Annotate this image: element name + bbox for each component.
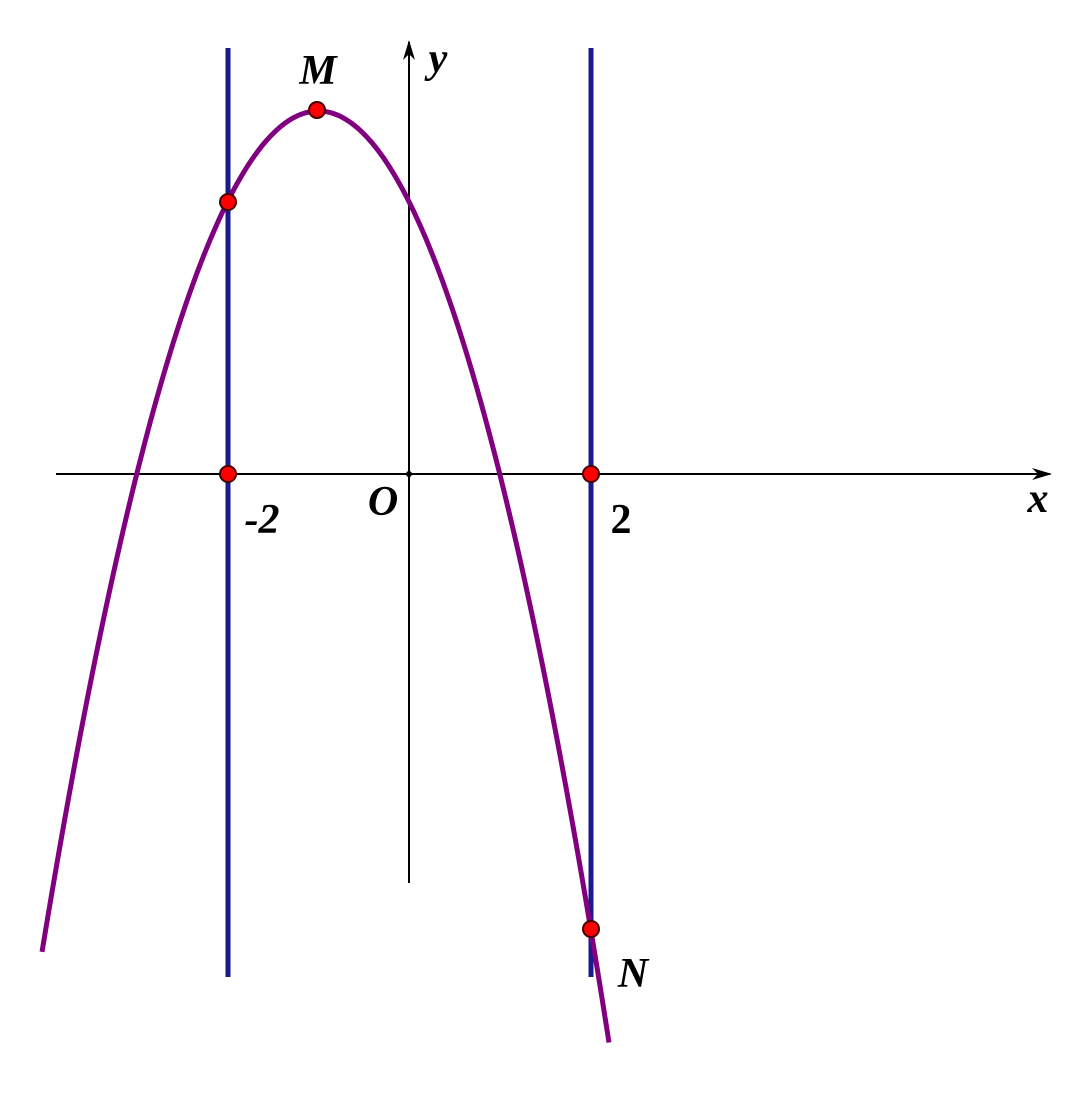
point-minus-2	[219, 465, 237, 483]
parabola	[39, 108, 612, 1043]
point-2	[582, 465, 600, 483]
label-n: N	[617, 951, 650, 997]
label-m: M	[298, 48, 338, 94]
label-y: y	[424, 36, 448, 82]
label-2: 2	[611, 497, 632, 543]
label-minus-2: -2	[245, 497, 280, 543]
label-o: O	[368, 479, 398, 525]
origin-dot	[406, 471, 412, 477]
point-n	[582, 920, 600, 938]
label-x: x	[1027, 476, 1049, 522]
point-m	[308, 101, 326, 119]
point-intersection	[219, 193, 237, 211]
